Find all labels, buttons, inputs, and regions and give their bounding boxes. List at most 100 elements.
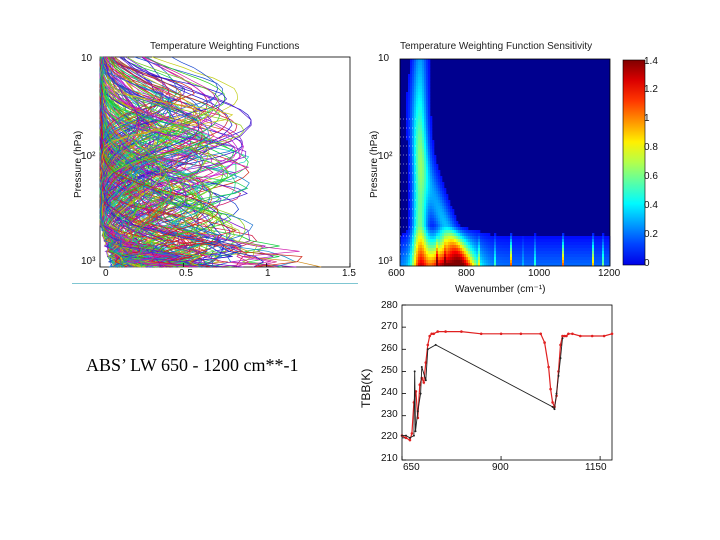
- heatmap-cell: [524, 251, 527, 255]
- panel-separator-line: [72, 283, 358, 284]
- heatmap-cell: [422, 89, 425, 93]
- heatmap-cell: [442, 233, 445, 237]
- heatmap-cell: [414, 209, 417, 213]
- heatmap-cell: [436, 209, 439, 213]
- heatmap-cell: [478, 260, 481, 264]
- heatmap-cell: [420, 194, 423, 198]
- heatmap-cell: [404, 263, 407, 267]
- heatmap-cell: [418, 170, 421, 174]
- heatmap-cell: [608, 239, 611, 243]
- heatmap-cell: [420, 146, 423, 150]
- heatmap-cell: [412, 125, 415, 129]
- heatmap-cell: [422, 242, 425, 246]
- heatmap-cell: [484, 257, 487, 261]
- heatmap-cell: [422, 113, 425, 117]
- heatmap-cell: [466, 245, 469, 249]
- heatmap-cell: [552, 236, 555, 240]
- heatmap-cell: [438, 242, 441, 246]
- heatmap-cell: [424, 179, 427, 183]
- heatmap-cell: [404, 245, 407, 249]
- heatmap-cell: [446, 221, 449, 225]
- heatmap-cell: [488, 263, 491, 267]
- heatmap-cell: [424, 245, 427, 249]
- heatmap-cell: [414, 134, 417, 138]
- heatmap-cell: [428, 197, 431, 201]
- sens-x-axis-label: Wavenumber (cm⁻¹): [455, 284, 546, 295]
- heatmap-cell: [422, 80, 425, 84]
- heatmap-cell: [448, 251, 451, 255]
- heatmap-cell: [408, 176, 411, 180]
- heatmap-cell: [576, 263, 579, 267]
- heatmap-cell: [412, 68, 415, 72]
- heatmap-cell: [562, 251, 565, 255]
- heatmap-cell: [522, 248, 525, 252]
- heatmap-cell: [534, 245, 537, 249]
- weighting-curve: [100, 56, 171, 268]
- heatmap-cell: [416, 233, 419, 237]
- heatmap-cell: [424, 86, 427, 90]
- heatmap-cell: [432, 197, 435, 201]
- heatmap-cell: [414, 65, 417, 69]
- heatmap-cell: [422, 176, 425, 180]
- heatmap-cell: [482, 248, 485, 252]
- heatmap-cell: [440, 263, 443, 267]
- heatmap-cell: [578, 254, 581, 258]
- heatmap-cell: [476, 248, 479, 252]
- heatmap-cell: [414, 116, 417, 120]
- heatmap-cell: [422, 131, 425, 135]
- heatmap-cell: [426, 158, 429, 162]
- heatmap-cell: [588, 263, 591, 267]
- heatmap-cell: [468, 242, 471, 246]
- heatmap-cell: [506, 242, 509, 246]
- heatmap-cell: [414, 221, 417, 225]
- heatmap-cell: [498, 257, 501, 261]
- heatmap-cell: [496, 254, 499, 258]
- heatmap-cell: [410, 164, 413, 168]
- heatmap-cell: [426, 95, 429, 99]
- heatmap-cell: [414, 230, 417, 234]
- heatmap-cell: [432, 176, 435, 180]
- heatmap-cell: [410, 158, 413, 162]
- heatmap-cell: [472, 239, 475, 243]
- heatmap-cell: [412, 65, 415, 69]
- weighting-curve: [99, 56, 206, 268]
- heatmap-cell: [430, 167, 433, 171]
- heatmap-cell: [512, 245, 515, 249]
- heatmap-cell: [424, 143, 427, 147]
- heatmap-cell: [424, 164, 427, 168]
- heatmap-cell: [468, 236, 471, 240]
- heatmap-cell: [452, 230, 455, 234]
- heatmap-cell: [526, 236, 529, 240]
- heatmap-cell: [418, 176, 421, 180]
- heatmap-cell: [508, 239, 511, 243]
- heatmap-cell: [414, 86, 417, 90]
- heatmap-cell: [448, 239, 451, 243]
- heatmap-cell: [556, 239, 559, 243]
- heatmap-cell: [520, 257, 523, 261]
- heatmap-cell: [440, 224, 443, 228]
- heatmap-cell: [530, 242, 533, 246]
- heatmap-cell: [446, 251, 449, 255]
- heatmap-cell: [416, 197, 419, 201]
- heatmap-cell: [498, 248, 501, 252]
- heatmap-cell: [416, 239, 419, 243]
- heatmap-cell: [590, 263, 593, 267]
- heatmap-cell: [402, 239, 405, 243]
- heatmap-cell: [422, 158, 425, 162]
- heatmap-cell: [408, 182, 411, 186]
- heatmap-cell: [428, 83, 431, 87]
- heatmap-cell: [540, 254, 543, 258]
- heatmap-cell: [606, 260, 609, 264]
- heatmap-cell: [552, 254, 555, 258]
- heatmap-cell: [452, 224, 455, 228]
- heatmap-cell: [516, 263, 519, 267]
- heatmap-cell: [546, 260, 549, 264]
- heatmap-cell: [470, 236, 473, 240]
- heatmap-cell: [428, 80, 431, 84]
- heatmap-cell: [422, 212, 425, 216]
- heatmap-cell: [444, 212, 447, 216]
- heatmap-cell: [598, 236, 601, 240]
- heatmap-cell: [406, 251, 409, 255]
- heatmap-cell: [410, 152, 413, 156]
- heatmap-cell: [426, 113, 429, 117]
